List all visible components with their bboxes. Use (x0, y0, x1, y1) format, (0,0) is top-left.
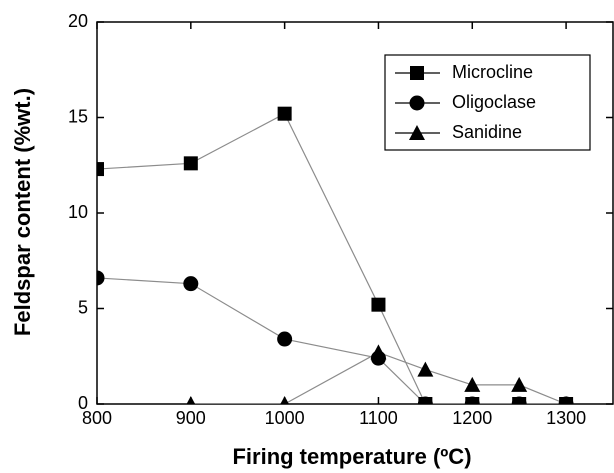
plot-area (97, 106, 574, 404)
x-tick-label: 1000 (265, 408, 305, 428)
legend: Microcline Oligoclase Sanidine (384, 54, 591, 151)
y-tick-label: 15 (68, 106, 88, 126)
marker-triangle (186, 396, 196, 404)
marker-triangle (409, 125, 425, 140)
series-line (97, 277, 567, 404)
x-tick-label: 1300 (546, 408, 586, 428)
legend-label: Sanidine (452, 122, 522, 142)
legend-label: Oligoclase (452, 92, 536, 112)
marker-circle (511, 396, 527, 404)
legend-label: Microcline (452, 62, 533, 82)
x-tick-label: 800 (82, 408, 112, 428)
marker-triangle (464, 376, 481, 392)
y-tick-label: 5 (78, 297, 88, 317)
y-tick-label: 20 (68, 11, 88, 31)
marker-square (371, 297, 386, 312)
marker-square (277, 106, 292, 121)
marker-triangle (511, 376, 528, 392)
x-tick-label: 900 (176, 408, 206, 428)
series-line (97, 112, 567, 404)
marker-circle (97, 270, 105, 286)
marker-circle (464, 396, 480, 404)
marker-circle (417, 396, 433, 404)
marker-circle (183, 276, 199, 292)
x-tick-label: 1100 (359, 408, 398, 428)
x-tick-label: 1200 (452, 408, 492, 428)
marker-square (410, 66, 424, 80)
marker-triangle (370, 344, 387, 360)
marker-triangle (417, 361, 434, 377)
x-axis-title: Firing temperature (ºC) (232, 444, 471, 469)
y-axis-title: Feldspar content (%wt.) (10, 88, 35, 336)
marker-square (183, 156, 198, 171)
marker-circle (277, 331, 293, 347)
marker-triangle (561, 396, 571, 404)
y-tick-label: 10 (68, 202, 88, 222)
y-tick-label: 0 (78, 393, 88, 413)
marker-circle (409, 95, 425, 111)
marker-triangle (280, 396, 289, 404)
marker-square (97, 162, 104, 177)
